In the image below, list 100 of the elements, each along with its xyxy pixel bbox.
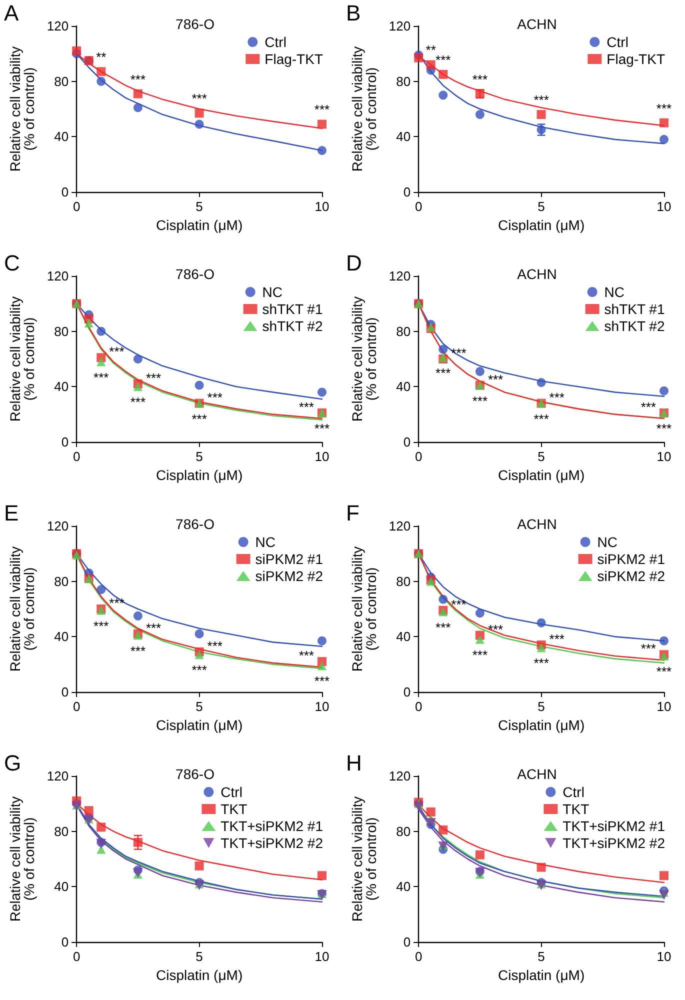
y-tick-label: 80 <box>396 824 411 839</box>
legend-label: Ctrl <box>562 784 584 800</box>
legend-label: TKT+siPKM2 #1 <box>562 818 666 834</box>
y-tick-label: 80 <box>54 324 69 339</box>
y-tick-label: 0 <box>61 434 69 450</box>
y-tick-label: 0 <box>403 934 411 950</box>
legend-label: Flag-TKT <box>606 51 666 67</box>
legend-label: Ctrl <box>606 34 628 50</box>
y-tick-label: 40 <box>396 879 411 894</box>
y-tick-label: 0 <box>61 934 69 950</box>
text: E <box>4 500 19 526</box>
x-axis-title: Cisplatin (μM) <box>156 216 243 233</box>
y-tick-label: 0 <box>61 684 69 700</box>
legend-label: siPKM2 #1 <box>597 551 666 567</box>
annotation: *** <box>472 393 488 408</box>
x-tick-label: 0 <box>414 949 422 964</box>
annotation: *** <box>314 674 330 689</box>
y-axis-title: Relative cell viability (% of control) <box>7 296 37 422</box>
legend-label: NC <box>604 284 625 300</box>
annotation: *** <box>549 631 564 646</box>
x-tick-label: 0 <box>72 199 80 214</box>
annotation: *** <box>451 596 466 612</box>
y-tick-label: 40 <box>54 379 69 394</box>
annotation: *** <box>94 370 109 385</box>
annotation: *** <box>146 620 162 636</box>
x-tick-label: 10 <box>656 199 672 214</box>
y-axis-title: Relative cell viability (% of control) <box>349 796 379 922</box>
x-axis-title: Cisplatin (μM) <box>156 966 243 983</box>
annotation: *** <box>298 648 314 664</box>
annotation: *** <box>314 102 330 118</box>
annotation: *** <box>549 390 564 405</box>
annotation: *** <box>534 656 549 671</box>
x-tick-label: 10 <box>656 699 672 714</box>
legend-label: TKT <box>220 801 248 817</box>
legend-label: Flag-TKT <box>264 51 324 67</box>
y-tick-label: 0 <box>61 184 69 200</box>
chart-title: 786-O <box>176 16 215 32</box>
x-axis-title: Cisplatin (μM) <box>498 466 585 483</box>
annotation: *** <box>94 618 109 634</box>
x-tick-label: 10 <box>656 449 672 464</box>
x-tick-label: 10 <box>314 449 330 464</box>
legend-label: shTKT #1 <box>604 301 665 317</box>
annotation: *** <box>472 647 488 662</box>
chart-title: 786-O <box>176 266 215 282</box>
chart-title: ACHN <box>517 266 557 282</box>
legend-label: siPKM2 #2 <box>597 568 666 584</box>
y-tick-label: 120 <box>46 768 69 784</box>
annotation: *** <box>207 638 222 654</box>
y-tick-label: 80 <box>396 74 411 89</box>
annotation: *** <box>130 394 146 410</box>
legend-label: TKT+siPKM2 #2 <box>220 835 324 851</box>
chart-title: 786-O <box>176 766 215 782</box>
y-tick-label: 0 <box>403 684 411 700</box>
chart-title: ACHN <box>517 766 557 782</box>
annotation: *** <box>640 641 656 656</box>
text: F <box>346 500 360 526</box>
y-tick-label: 40 <box>54 879 69 894</box>
legend-label: siPKM2 #2 <box>255 568 324 584</box>
x-tick-label: 0 <box>72 449 80 464</box>
y-tick-label: 80 <box>54 824 69 839</box>
annotation: *** <box>534 411 549 426</box>
x-axis-title: Cisplatin (μM) <box>498 716 585 733</box>
y-tick-label: 40 <box>396 379 411 394</box>
y-tick-label: 80 <box>396 574 411 589</box>
y-tick-label: 40 <box>54 629 69 644</box>
legend-label: shTKT #2 <box>604 318 665 334</box>
annotation: *** <box>130 72 146 87</box>
text: A <box>4 0 19 26</box>
annotation: *** <box>146 370 162 386</box>
annotation: *** <box>314 420 330 436</box>
annotation: *** <box>130 643 146 658</box>
x-tick-label: 0 <box>414 699 422 714</box>
legend-label: shTKT #2 <box>262 318 323 334</box>
y-tick-label: 120 <box>388 768 411 784</box>
annotation: *** <box>640 399 656 414</box>
chart-title: ACHN <box>517 16 557 32</box>
x-tick-label: 5 <box>196 199 203 214</box>
annotation: *** <box>488 372 504 387</box>
y-tick-label: 120 <box>388 18 411 34</box>
annotation: *** <box>192 411 207 426</box>
annotation: *** <box>656 664 672 680</box>
y-tick-label: 40 <box>54 129 69 144</box>
x-tick-label: 10 <box>314 699 330 714</box>
text: H <box>346 750 362 776</box>
x-tick-label: 5 <box>538 449 545 464</box>
annotation: *** <box>436 52 451 68</box>
y-axis-title: Relative cell viability (% of control) <box>349 296 379 422</box>
annotation: *** <box>192 662 207 678</box>
x-axis-title: Cisplatin (μM) <box>156 466 243 483</box>
x-tick-label: 0 <box>414 449 422 464</box>
annotation: *** <box>436 620 451 635</box>
legend-label: NC <box>597 534 618 550</box>
y-tick-label: 40 <box>396 129 411 144</box>
y-tick-label: 40 <box>396 629 411 644</box>
annotation: *** <box>109 344 124 360</box>
legend-label: Ctrl <box>264 34 286 50</box>
x-tick-label: 5 <box>538 699 545 714</box>
y-axis-title: Relative cell viability (% of control) <box>7 46 37 172</box>
y-tick-label: 0 <box>403 434 411 450</box>
y-tick-label: 120 <box>388 518 411 534</box>
